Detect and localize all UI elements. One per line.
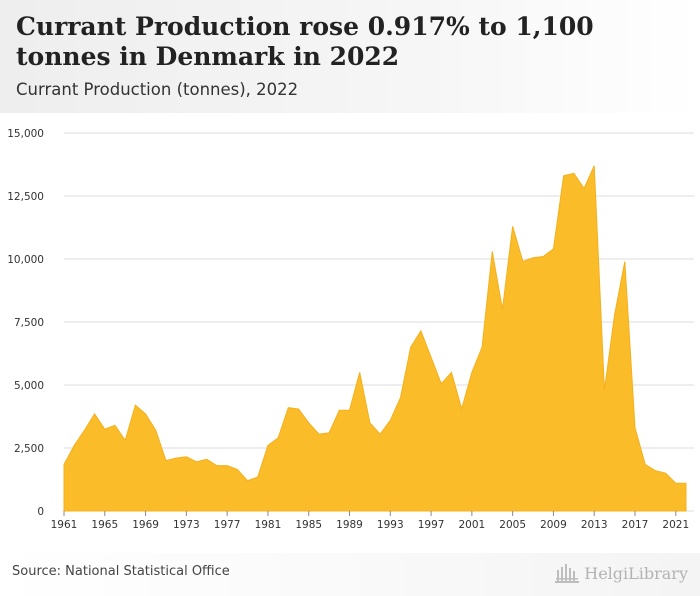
x-tick-label: 1989 xyxy=(336,519,363,531)
data-point xyxy=(378,432,382,436)
data-point xyxy=(327,431,331,435)
data-point xyxy=(521,260,525,264)
header: Currant Production rose 0.917% to 1,100 … xyxy=(0,0,700,113)
y-tick-label: 2,500 xyxy=(14,443,44,455)
data-point xyxy=(235,467,239,471)
data-point xyxy=(674,481,678,485)
data-point xyxy=(93,412,97,416)
y-tick-label: 12,500 xyxy=(7,191,44,203)
data-point xyxy=(429,355,433,359)
library-building-icon xyxy=(555,564,580,583)
data-point xyxy=(541,254,545,258)
data-point xyxy=(307,421,311,425)
x-tick-label: 1977 xyxy=(214,519,241,531)
data-point xyxy=(358,370,362,374)
data-point xyxy=(368,421,372,425)
data-point xyxy=(653,469,657,473)
data-point xyxy=(613,312,617,316)
data-point xyxy=(195,460,199,464)
data-point xyxy=(531,256,535,260)
data-point xyxy=(123,438,127,442)
data-point xyxy=(72,443,76,447)
data-point xyxy=(205,457,209,461)
footer: Source: National Statistical Office Helg… xyxy=(0,553,700,596)
series-area xyxy=(63,165,687,512)
chart-subtitle: Currant Production (tonnes), 2022 xyxy=(16,80,299,99)
x-tick-label: 2021 xyxy=(662,519,689,531)
data-point xyxy=(460,407,464,411)
data-point xyxy=(500,307,504,311)
data-point xyxy=(286,406,290,410)
data-point xyxy=(215,464,219,468)
x-tick-label: 1969 xyxy=(132,519,159,531)
x-tick-label: 1965 xyxy=(91,519,118,531)
y-tick-label: 5,000 xyxy=(14,380,44,392)
x-tick-label: 1973 xyxy=(173,519,200,531)
x-tick-label: 1981 xyxy=(255,519,282,531)
data-point xyxy=(174,456,178,460)
area-series xyxy=(62,164,688,512)
data-point xyxy=(643,462,647,466)
data-point xyxy=(337,408,341,412)
data-point xyxy=(623,260,627,264)
data-point xyxy=(633,426,637,430)
source-text: Source: National Statistical Office xyxy=(12,564,230,579)
data-point xyxy=(103,427,107,431)
data-point xyxy=(133,403,137,407)
data-point xyxy=(62,462,66,466)
grid-lines xyxy=(64,132,694,512)
data-point xyxy=(113,423,117,427)
data-point xyxy=(511,224,515,228)
y-tick-label: 7,500 xyxy=(14,317,44,329)
x-tick-label: 2001 xyxy=(459,519,486,531)
area-chart: 0 2,500 5,000 7,500 10,000 12,500 15,000 1961 19… xyxy=(0,113,700,533)
data-point xyxy=(256,475,260,479)
brand-logo: HelgiLibrary xyxy=(554,560,688,586)
y-tick-label: 0 xyxy=(37,506,44,518)
axes: 0 2,500 5,000 7,500 10,000 12,500 15,000 1961 19… xyxy=(7,128,689,531)
data-point xyxy=(276,436,280,440)
x-tick-label: 2017 xyxy=(622,519,649,531)
data-point xyxy=(439,382,443,386)
data-point xyxy=(184,455,188,459)
data-point xyxy=(602,388,606,392)
data-point xyxy=(449,370,453,374)
data-point xyxy=(592,164,596,168)
x-tick-label: 1961 xyxy=(51,519,78,531)
data-point xyxy=(154,428,158,432)
page-title: Currant Production rose 0.917% to 1,100 … xyxy=(16,12,594,71)
x-tick-label: 1993 xyxy=(377,519,404,531)
data-point xyxy=(551,247,555,251)
data-point xyxy=(572,171,576,175)
data-point xyxy=(419,329,423,333)
data-point xyxy=(684,481,688,485)
data-point xyxy=(266,443,270,447)
brand-name: HelgiLibrary xyxy=(584,563,688,583)
x-tick-label: 2005 xyxy=(499,519,526,531)
data-point xyxy=(297,407,301,411)
data-point xyxy=(388,418,392,422)
data-point xyxy=(490,249,494,253)
data-point xyxy=(348,408,352,412)
data-point xyxy=(144,412,148,416)
data-point xyxy=(582,186,586,190)
x-tick-label: 2013 xyxy=(581,519,608,531)
data-point xyxy=(409,345,413,349)
data-point xyxy=(664,471,668,475)
data-point xyxy=(225,464,229,468)
chart-svg: 0 2,500 5,000 7,500 10,000 12,500 15,000 1961 19… xyxy=(7,128,694,531)
x-tick-label: 2009 xyxy=(540,519,567,531)
data-point xyxy=(470,370,474,374)
y-tick-label: 10,000 xyxy=(7,254,44,266)
data-point xyxy=(562,174,566,178)
data-point xyxy=(317,432,321,436)
data-point xyxy=(82,428,86,432)
data-point xyxy=(398,396,402,400)
data-point xyxy=(164,459,168,463)
y-tick-label: 15,000 xyxy=(7,128,44,140)
data-point xyxy=(246,479,250,483)
x-tick-label: 1985 xyxy=(295,519,322,531)
data-point xyxy=(480,345,484,349)
x-tick-label: 1997 xyxy=(418,519,445,531)
